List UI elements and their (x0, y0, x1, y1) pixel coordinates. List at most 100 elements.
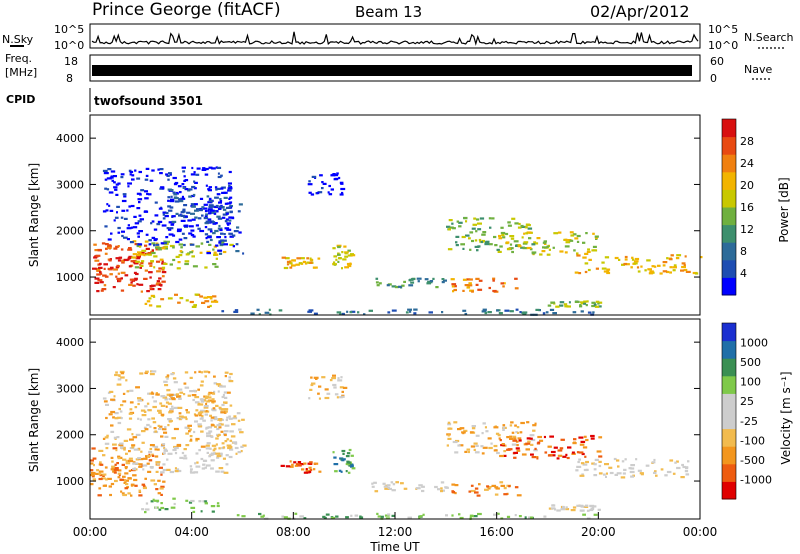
scatter-cell (468, 278, 473, 281)
scatter-cell (153, 427, 157, 430)
scatter-cell (219, 408, 222, 411)
scatter-cell (303, 462, 307, 465)
scatter-cell (672, 269, 676, 272)
scatter-cell (154, 214, 159, 217)
scatter-cell (205, 184, 208, 187)
scatter-cell (178, 238, 183, 241)
scatter-cell (158, 277, 162, 280)
scatter-cell (155, 461, 161, 464)
scatter-cell (226, 444, 232, 447)
scatter-cell (172, 176, 177, 180)
scatter-cell (155, 246, 160, 249)
scatter-cell (514, 514, 517, 517)
scatter-cell (122, 400, 127, 403)
scatter-cell (97, 494, 102, 497)
scatter-cell (118, 374, 121, 378)
scatter-cell (162, 452, 166, 455)
scatter-cell (582, 513, 586, 516)
scatter-cell (484, 426, 487, 429)
scatter-cell (332, 263, 337, 266)
scatter-cell (207, 393, 211, 396)
scatter-cell (214, 229, 219, 233)
scatter-cell (468, 237, 471, 240)
scatter-cell (120, 277, 123, 280)
scatter-cell (500, 282, 504, 285)
scatter-cell (121, 230, 125, 233)
scatter-cell (409, 310, 412, 313)
scatter-cell (148, 253, 152, 256)
scatter-cell (167, 209, 173, 212)
scatter-cell (169, 263, 173, 266)
scatter-cell (143, 410, 147, 413)
scatter-cell (520, 421, 525, 425)
scatter-cell (104, 436, 109, 439)
scatter-cell (174, 200, 180, 203)
scatter-cell (189, 435, 193, 438)
scatter-cell (463, 217, 468, 220)
scatter-cell (214, 222, 218, 225)
scatter-cell (548, 248, 551, 251)
scatter-cell (316, 192, 320, 195)
scatter-cell (128, 457, 133, 460)
scatter-cell (482, 422, 486, 425)
scatter-cell (215, 470, 220, 473)
scatter-cell (630, 475, 635, 478)
scatter-cell (165, 212, 169, 215)
scatter-cell (543, 240, 547, 243)
scatter-cell (317, 392, 320, 395)
scatter-cell (386, 284, 390, 287)
scatter-cell (669, 258, 673, 261)
scatter-cell (640, 265, 643, 268)
scatter-cell (571, 451, 575, 454)
scatter-cell (145, 370, 149, 373)
scatter-cell (148, 304, 153, 307)
scatter-cell (195, 409, 199, 412)
scatter-cell (507, 221, 511, 224)
scatter-cell (308, 261, 313, 264)
scatter-cell (235, 250, 240, 253)
scatter-cell (220, 241, 225, 244)
scatter-cell (144, 405, 148, 408)
scatter-cell (113, 181, 116, 184)
scatter-cell (137, 397, 142, 400)
freq-tick-bottom: 8 (66, 72, 73, 85)
scatter-cell (236, 226, 240, 229)
scatter-cell (502, 236, 506, 239)
scatter-cell (478, 279, 483, 282)
scatter-cell (199, 411, 204, 414)
scatter-cell (543, 435, 546, 439)
scatter-cell (208, 204, 214, 207)
scatter-cell (308, 470, 312, 474)
scatter-cell (579, 474, 585, 477)
colorbar-swatch (722, 224, 736, 243)
colorbar-swatch (722, 340, 736, 359)
scatter-cell (555, 305, 560, 308)
scatter-cell (221, 442, 225, 445)
scatter-cell (672, 266, 677, 269)
scatter-cell (475, 277, 480, 280)
scatter-cell (664, 474, 668, 477)
scatter-cell (620, 476, 626, 479)
scatter-cell (341, 449, 346, 453)
scatter-cell (203, 296, 208, 299)
scatter-cell (339, 312, 342, 316)
scatter-cell (575, 469, 579, 472)
scatter-cell (180, 219, 186, 222)
scatter-cell (510, 237, 515, 240)
scatter-cell (408, 279, 411, 282)
scatter-cell (477, 228, 482, 231)
scatter-cell (111, 460, 114, 463)
scatter-cell (331, 377, 336, 380)
scatter-cell (140, 260, 145, 263)
scatter-cell (503, 282, 506, 285)
scatter-cell (495, 432, 500, 435)
scatter-cell (90, 474, 95, 477)
scatter-cell (681, 262, 686, 265)
scatter-cell (383, 485, 389, 488)
scatter-cell (157, 424, 160, 427)
scatter-cell (622, 472, 626, 475)
scatter-cell (129, 401, 134, 404)
scatter-cell (181, 166, 186, 169)
scatter-cell (651, 461, 656, 464)
scatter-cell (616, 472, 622, 475)
